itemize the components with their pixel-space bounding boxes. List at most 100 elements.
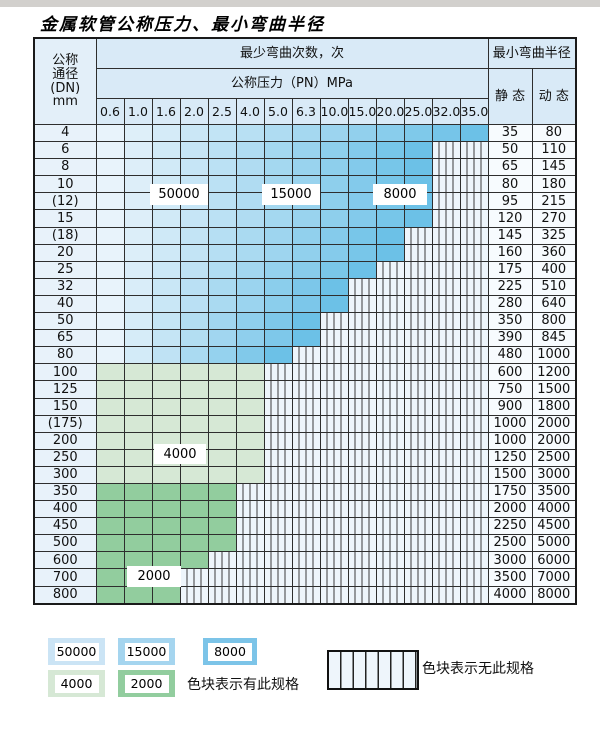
no-spec-cell (347, 294, 377, 314)
dn-cell: 800 (33, 585, 97, 605)
dynamic-radius-cell: 5000 (531, 534, 577, 553)
no-spec-cell (431, 363, 461, 382)
spec-cell (151, 277, 181, 296)
spec-cell (179, 312, 209, 331)
dynamic-radius-cell: 325 (531, 226, 577, 245)
dynamic-radius-cell: 510 (531, 277, 577, 296)
table-row: 350 1750 3500 (33, 482, 577, 502)
spec-cell (123, 329, 153, 348)
spec-cell (207, 517, 237, 536)
no-spec-cell (459, 243, 489, 262)
no-spec-cell (459, 312, 489, 331)
spec-cell (263, 346, 293, 365)
spec-cell (319, 294, 349, 314)
pressure-column-header: 25.0 (403, 98, 433, 125)
spec-cell (403, 158, 433, 177)
spec-cell (179, 294, 209, 314)
spec-cell (319, 226, 349, 245)
spec-cell (123, 448, 153, 467)
spec-cell (95, 465, 125, 484)
spec-cell (123, 500, 153, 519)
spec-cell (207, 380, 237, 399)
legend-has-spec-text: 色块表示有此规格 (187, 676, 299, 693)
spec-cell (319, 123, 349, 143)
spec-cell (263, 312, 293, 331)
no-spec-cell (291, 585, 321, 605)
spec-cell (151, 380, 181, 399)
table-row: 450 2250 4500 (33, 517, 577, 536)
spec-cell (263, 141, 293, 160)
legend-swatch-value: 50000 (54, 642, 99, 661)
spec-cell (123, 346, 153, 365)
no-spec-cell (319, 329, 349, 348)
static-radius-cell: 95 (487, 192, 533, 211)
no-spec-cell (319, 380, 349, 399)
dn-cell: 50 (33, 312, 97, 331)
table-row: 4 35 80 (33, 123, 577, 143)
table-row: 65 390 845 (33, 329, 577, 348)
spec-cell (207, 363, 237, 382)
spec-cell (151, 414, 181, 433)
no-spec-cell (207, 585, 237, 605)
static-radius-cell: 145 (487, 226, 533, 245)
spec-cell (123, 397, 153, 416)
no-spec-cell (431, 380, 461, 399)
dynamic-radius-cell: 640 (531, 294, 577, 314)
spec-cell (179, 465, 209, 484)
spec-cell (123, 260, 153, 279)
spec-cell (95, 414, 125, 433)
no-spec-cell (263, 465, 293, 484)
spec-cell (123, 277, 153, 296)
no-spec-cell (459, 500, 489, 519)
spec-cell (235, 329, 265, 348)
dn-cell: 100 (33, 363, 97, 382)
spec-cell (459, 123, 489, 143)
no-spec-cell (403, 346, 433, 365)
no-spec-cell (403, 243, 433, 262)
no-spec-cell (291, 346, 321, 365)
spec-cell (291, 141, 321, 160)
pressure-column-header: 32.0 (431, 98, 461, 125)
spec-cell (151, 158, 181, 177)
spec-cell (375, 243, 405, 262)
dynamic-radius-cell: 1800 (531, 397, 577, 416)
dn-cell: 10 (33, 175, 97, 194)
no-spec-cell (431, 534, 461, 553)
table-row: 20 160 360 (33, 243, 577, 262)
static-radius-cell: 1500 (487, 465, 533, 484)
no-spec-cell (375, 482, 405, 502)
no-spec-cell (403, 414, 433, 433)
spec-cell (235, 260, 265, 279)
no-spec-cell (263, 482, 293, 502)
spec-cell (123, 123, 153, 143)
no-spec-cell (459, 568, 489, 587)
spec-cell (123, 363, 153, 382)
spec-cell (235, 192, 265, 211)
spec-cell (235, 448, 265, 467)
no-spec-cell (459, 226, 489, 245)
spec-cell (263, 243, 293, 262)
header-row-2: 公称压力（PN）MPa 静 态 动 态 (34, 68, 577, 125)
page-title: 金属软管公称压力、最小弯曲半径 (40, 15, 325, 34)
no-spec-cell (319, 568, 349, 587)
spec-cell (151, 243, 181, 262)
spec-cell (207, 500, 237, 519)
spec-cell (123, 192, 153, 211)
no-spec-cell (403, 568, 433, 587)
spec-cell (235, 277, 265, 296)
no-spec-cell (375, 294, 405, 314)
pressure-column-header: 35.0 (459, 98, 489, 125)
no-spec-cell (431, 226, 461, 245)
table-row: 50 350 800 (33, 312, 577, 331)
spec-cell (291, 243, 321, 262)
spec-cell (179, 123, 209, 143)
dn-cell: 6 (33, 141, 97, 160)
spec-cell (263, 158, 293, 177)
spec-cell (207, 158, 237, 177)
spec-cell (179, 209, 209, 228)
no-spec-cell (459, 294, 489, 314)
spec-cell (319, 192, 349, 211)
static-radius-cell: 3000 (487, 551, 533, 570)
no-spec-cell (319, 363, 349, 382)
no-spec-cell (235, 551, 265, 570)
